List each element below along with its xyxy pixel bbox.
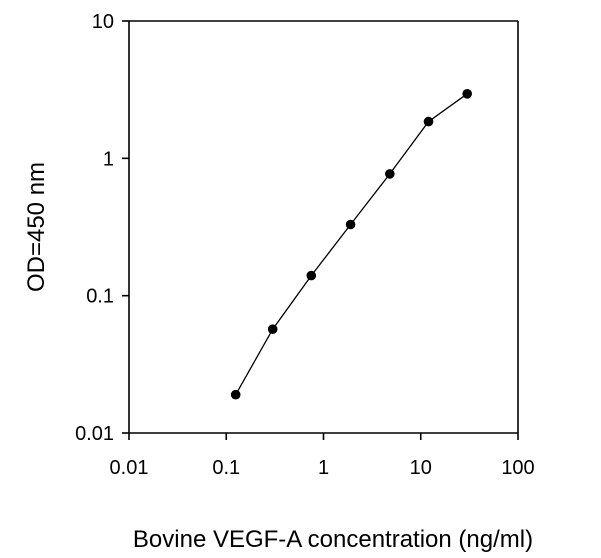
series-layer: [230, 89, 473, 400]
data-point: [385, 169, 395, 179]
y-tick-label: 10: [92, 11, 114, 33]
data-point: [230, 389, 241, 400]
x-tick-label: 0.1: [212, 457, 240, 479]
y-axis-title: OD=450 nm: [23, 162, 50, 292]
y-axis-ticks: 0.01 0.1 1 10: [75, 11, 129, 445]
x-tick-label: 0.01: [110, 457, 149, 479]
y-tick-label: 0.1: [86, 286, 114, 308]
x-axis-title: Bovine VEGF-A concentration (ng/ml): [133, 526, 533, 553]
x-tick-label: 100: [501, 457, 534, 479]
data-point: [423, 116, 434, 127]
data-point: [306, 270, 317, 281]
data-point: [345, 219, 356, 230]
y-tick-label: 1: [103, 148, 114, 170]
y-tick-label: 0.01: [75, 423, 114, 445]
data-point: [462, 89, 473, 99]
data-point: [267, 324, 278, 335]
x-tick-label: 10: [410, 457, 432, 479]
x-tick-label: 1: [318, 457, 329, 479]
x-axis-ticks: 0.01 0.1 1 10 100: [110, 433, 535, 479]
